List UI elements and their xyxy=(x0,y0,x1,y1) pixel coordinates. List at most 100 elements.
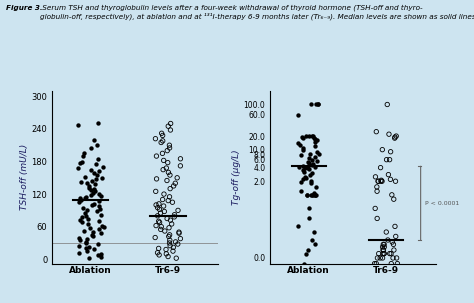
Point xyxy=(372,206,379,211)
Point xyxy=(85,245,92,250)
Point xyxy=(312,192,319,197)
Point xyxy=(298,153,305,158)
Point xyxy=(311,154,319,159)
Point xyxy=(300,177,307,182)
Point xyxy=(164,160,172,165)
Point xyxy=(392,179,399,184)
Point xyxy=(152,202,160,207)
Point xyxy=(153,176,160,181)
Point xyxy=(78,159,86,164)
Point xyxy=(392,134,400,138)
Point xyxy=(96,198,103,203)
Point xyxy=(88,193,95,198)
Point xyxy=(314,102,322,107)
Point xyxy=(307,102,315,107)
Point xyxy=(97,254,104,259)
Point xyxy=(174,241,182,246)
Point xyxy=(177,163,184,168)
Point xyxy=(157,140,165,145)
Point xyxy=(377,178,385,183)
Point xyxy=(88,178,96,183)
Point xyxy=(309,192,316,197)
Point xyxy=(166,241,173,245)
Point xyxy=(385,132,393,137)
Point xyxy=(297,189,305,194)
Point xyxy=(299,147,307,152)
Point xyxy=(91,182,99,187)
Point xyxy=(74,122,82,127)
Point xyxy=(380,242,388,247)
Point xyxy=(171,215,178,219)
Point xyxy=(165,143,173,148)
Point xyxy=(387,177,394,182)
Point xyxy=(78,215,86,219)
Point xyxy=(94,252,101,257)
Point xyxy=(300,261,308,266)
Point xyxy=(160,158,167,163)
Point xyxy=(304,160,311,165)
Point xyxy=(164,148,171,153)
Point xyxy=(165,225,173,230)
Point xyxy=(380,251,388,256)
Point xyxy=(95,204,103,208)
Point xyxy=(378,179,386,184)
Point xyxy=(373,189,381,194)
Point xyxy=(384,238,392,242)
Point xyxy=(373,261,380,266)
Point xyxy=(158,131,165,136)
Point xyxy=(311,165,319,170)
Point xyxy=(164,124,172,129)
Point xyxy=(85,256,92,261)
Point xyxy=(166,232,173,237)
Point xyxy=(315,151,323,156)
Point xyxy=(300,136,307,141)
Point xyxy=(81,228,88,233)
Point xyxy=(375,251,383,256)
Point xyxy=(166,238,173,243)
Point xyxy=(166,173,174,178)
Point xyxy=(166,195,173,199)
Point xyxy=(302,251,310,256)
Point xyxy=(313,138,321,143)
Point xyxy=(155,252,163,257)
Point xyxy=(311,192,319,197)
Point xyxy=(91,189,99,194)
Point xyxy=(388,269,396,274)
Point xyxy=(159,133,166,138)
Point xyxy=(167,218,174,223)
Point xyxy=(174,208,182,213)
Point xyxy=(371,261,378,266)
Point xyxy=(78,180,85,185)
Point xyxy=(177,156,184,161)
Point xyxy=(299,145,307,150)
Point xyxy=(100,224,107,229)
Point xyxy=(82,241,90,245)
Point xyxy=(90,201,98,206)
Y-axis label: TSH-off (mU/L): TSH-off (mU/L) xyxy=(19,144,28,210)
Point xyxy=(309,192,316,197)
Point xyxy=(97,251,104,256)
Point xyxy=(309,163,316,168)
Point xyxy=(300,164,307,169)
Point xyxy=(301,170,308,175)
Point xyxy=(74,166,82,171)
Point xyxy=(94,121,101,126)
Point xyxy=(88,202,96,207)
Point xyxy=(307,179,314,184)
Point xyxy=(305,206,313,211)
Point xyxy=(86,225,93,230)
Point xyxy=(92,176,100,181)
Point xyxy=(311,137,319,142)
Point xyxy=(159,197,166,202)
Point xyxy=(310,230,318,235)
Point xyxy=(300,168,307,173)
Point xyxy=(172,239,179,244)
Point xyxy=(381,251,388,256)
Point xyxy=(379,248,387,252)
Point xyxy=(309,161,317,166)
Point xyxy=(157,224,165,229)
Point xyxy=(314,102,322,107)
Point xyxy=(377,179,385,184)
Point xyxy=(389,240,396,245)
Point xyxy=(177,236,184,241)
